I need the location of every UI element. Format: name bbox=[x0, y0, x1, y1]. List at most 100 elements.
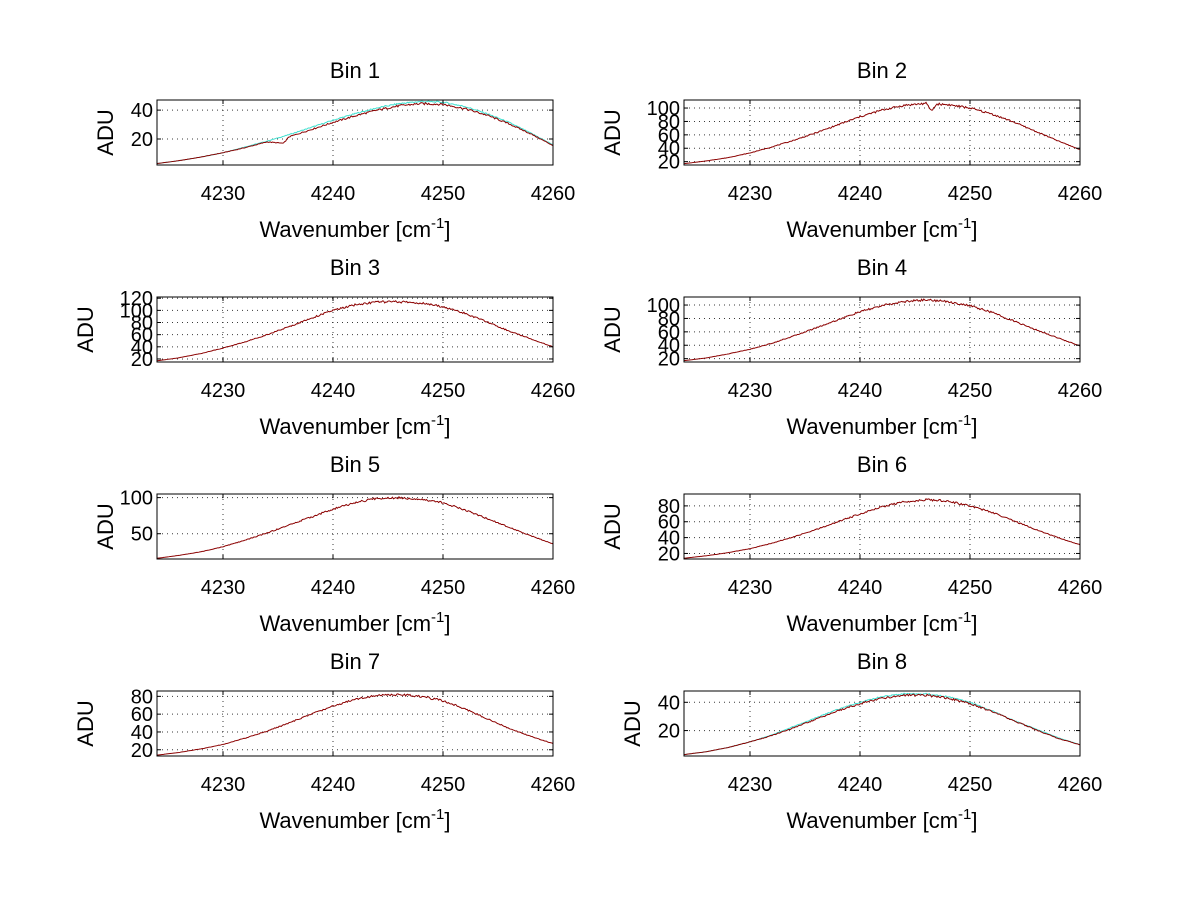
series-line-red bbox=[683, 298, 1081, 362]
x-tick-label: 4260 bbox=[1058, 183, 1103, 205]
y-tick-label: 20 bbox=[131, 349, 153, 371]
y-tick-label: 80 bbox=[658, 308, 680, 330]
plot-frame bbox=[156, 296, 554, 363]
subplot-title: Bin 1 bbox=[330, 58, 380, 83]
y-tick-label: 20 bbox=[658, 349, 680, 371]
y-tick-label: 60 bbox=[658, 322, 680, 344]
x-tick-label: 4260 bbox=[531, 183, 576, 205]
x-tick-label: 4250 bbox=[948, 183, 993, 205]
y-tick-label: 40 bbox=[131, 337, 153, 359]
y-tick-label: 100 bbox=[647, 295, 680, 317]
x-tick-label: 4240 bbox=[311, 183, 356, 205]
x-tick-label: 4230 bbox=[728, 774, 773, 796]
series-line-red bbox=[683, 101, 1081, 165]
y-tick-label: 20 bbox=[658, 543, 680, 565]
x-axis-label: Wavenumber [cm-1] bbox=[786, 806, 977, 833]
x-tick-label: 4230 bbox=[728, 577, 773, 599]
x-tick-label: 4260 bbox=[1058, 577, 1103, 599]
x-tick-label: 4240 bbox=[311, 577, 356, 599]
subplot-title: Bin 4 bbox=[857, 255, 907, 280]
y-axis-label: ADU bbox=[600, 306, 625, 352]
plot-frame bbox=[683, 493, 1081, 560]
x-tick-label: 4240 bbox=[311, 380, 356, 402]
x-tick-label: 4250 bbox=[421, 577, 466, 599]
y-tick-label: 80 bbox=[131, 313, 153, 335]
plot-frame bbox=[156, 493, 554, 560]
subplot-title: Bin 2 bbox=[857, 58, 907, 83]
y-tick-label: 20 bbox=[658, 152, 680, 174]
y-tick-label: 40 bbox=[658, 528, 680, 550]
y-axis-label: ADU bbox=[93, 503, 118, 549]
x-axis-label: Wavenumber [cm-1] bbox=[259, 609, 450, 636]
y-tick-label: 40 bbox=[658, 692, 680, 714]
y-tick-label: 80 bbox=[131, 686, 153, 708]
x-tick-label: 4260 bbox=[531, 577, 576, 599]
y-axis-label: ADU bbox=[73, 306, 98, 352]
series-line-red bbox=[156, 101, 554, 165]
x-tick-label: 4240 bbox=[838, 577, 883, 599]
x-tick-label: 4230 bbox=[728, 183, 773, 205]
series-line-red bbox=[683, 498, 1081, 559]
y-axis-label: ADU bbox=[600, 503, 625, 549]
plot-frame bbox=[683, 690, 1081, 757]
x-axis-label: Wavenumber [cm-1] bbox=[786, 609, 977, 636]
x-tick-label: 4250 bbox=[948, 774, 993, 796]
subplot-title: Bin 5 bbox=[330, 452, 380, 477]
x-axis-label: Wavenumber [cm-1] bbox=[259, 412, 450, 439]
x-tick-label: 4250 bbox=[421, 183, 466, 205]
subplot-title: Bin 7 bbox=[330, 649, 380, 674]
x-tick-label: 4260 bbox=[1058, 380, 1103, 402]
x-tick-label: 4230 bbox=[201, 380, 246, 402]
series-line-red bbox=[683, 693, 1081, 756]
y-tick-label: 40 bbox=[658, 138, 680, 160]
x-tick-label: 4260 bbox=[531, 774, 576, 796]
y-tick-label: 100 bbox=[647, 98, 680, 120]
plot-frame bbox=[156, 690, 554, 757]
y-tick-label: 80 bbox=[658, 496, 680, 518]
y-tick-label: 60 bbox=[658, 512, 680, 534]
x-tick-label: 4240 bbox=[838, 380, 883, 402]
x-tick-label: 4240 bbox=[838, 774, 883, 796]
y-tick-label: 80 bbox=[658, 111, 680, 133]
x-tick-label: 4260 bbox=[531, 380, 576, 402]
subplot-title: Bin 6 bbox=[857, 452, 907, 477]
y-tick-label: 120 bbox=[120, 288, 153, 310]
subplot-title: Bin 8 bbox=[857, 649, 907, 674]
subplot-title: Bin 3 bbox=[330, 255, 380, 280]
y-tick-label: 100 bbox=[120, 488, 153, 510]
plot-frame bbox=[683, 99, 1081, 166]
x-tick-label: 4250 bbox=[421, 774, 466, 796]
subplot-bin-8: Bin 8 4230 4240 4250 4260 20 40 ADU Wavenumber [… bbox=[620, 649, 1102, 833]
y-tick-label: 100 bbox=[120, 300, 153, 322]
x-tick-label: 4250 bbox=[948, 380, 993, 402]
y-tick-label: 20 bbox=[131, 129, 153, 151]
x-tick-label: 4260 bbox=[1058, 774, 1103, 796]
x-tick-label: 4240 bbox=[838, 183, 883, 205]
y-tick-label: 40 bbox=[131, 100, 153, 122]
series-line-red bbox=[156, 495, 554, 559]
x-tick-label: 4250 bbox=[421, 380, 466, 402]
y-tick-label: 20 bbox=[131, 740, 153, 762]
y-axis-label: ADU bbox=[73, 700, 98, 746]
y-tick-label: 40 bbox=[658, 335, 680, 357]
plot-frame bbox=[683, 296, 1081, 363]
y-tick-label: 60 bbox=[658, 125, 680, 147]
y-tick-label: 40 bbox=[131, 722, 153, 744]
y-tick-label: 20 bbox=[658, 721, 680, 743]
x-axis-label: Wavenumber [cm-1] bbox=[259, 806, 450, 833]
x-tick-label: 4230 bbox=[201, 774, 246, 796]
x-tick-label: 4230 bbox=[201, 183, 246, 205]
subplot-bin-1: Bin 1 4230 4240 4250 4260 20 40 ADU Wavenumber [… bbox=[93, 58, 575, 242]
y-axis-label: ADU bbox=[93, 109, 118, 155]
x-tick-label: 4230 bbox=[728, 380, 773, 402]
y-tick-label: 60 bbox=[131, 325, 153, 347]
x-tick-label: 4240 bbox=[311, 774, 356, 796]
series-line-red bbox=[156, 693, 554, 756]
